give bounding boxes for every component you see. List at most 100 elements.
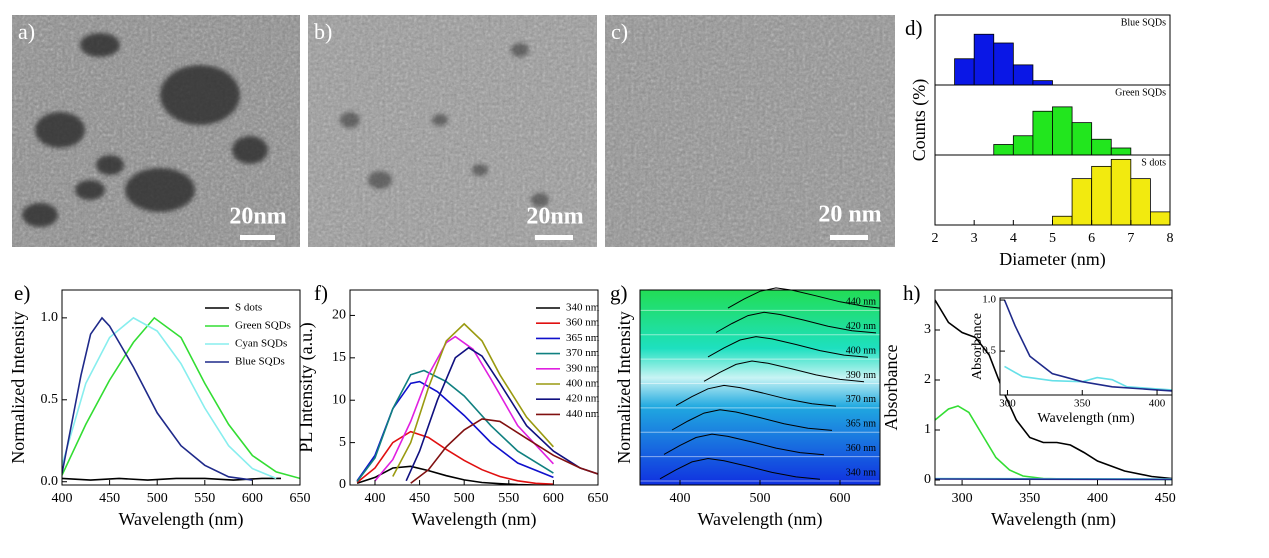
x-tick-label: 350 — [1074, 398, 1091, 410]
series-line — [935, 478, 1172, 481]
x-axis-label: Wavelength (nm) — [991, 509, 1116, 530]
legend-label: 400 nm — [566, 378, 600, 390]
series-line — [663, 433, 825, 456]
x-tick-label: 400 — [1149, 398, 1166, 410]
legend-label: S dots — [235, 302, 262, 314]
series-line — [62, 477, 281, 481]
series-line — [671, 409, 833, 431]
series-line — [1004, 365, 1172, 391]
series-label: Blue SQDs — [1121, 17, 1166, 28]
series-line — [62, 316, 300, 480]
x-axis-label: Wavelength (nm) — [411, 509, 536, 530]
bar — [1012, 64, 1034, 86]
legend-label: 360 nm — [566, 317, 600, 329]
y-axis-label: Counts (%) — [909, 79, 930, 162]
x-tick-label: 450 — [99, 491, 120, 506]
bar — [1110, 158, 1132, 226]
y-tick-label: 20 — [332, 308, 346, 323]
legend-label: 440 nm — [566, 408, 600, 420]
y-tick-label: 1.0 — [41, 310, 59, 325]
series-line — [356, 430, 554, 485]
tem-image-c: c) 20 nm — [605, 15, 895, 247]
series-line — [392, 322, 554, 477]
x-tick-label: 400 — [364, 491, 385, 506]
x-tick-label: 550 — [498, 491, 519, 506]
x-tick-label: 400 — [52, 491, 73, 506]
x-tick-label: 500 — [147, 491, 168, 506]
series-line — [62, 316, 253, 481]
y-tick-label: 0 — [339, 477, 346, 492]
panel-label: h) — [903, 281, 921, 305]
bar — [1071, 178, 1093, 226]
plot-background — [640, 290, 880, 485]
y-tick-label: 0.0 — [41, 474, 59, 489]
legend-label: Green SQDs — [235, 320, 291, 332]
y-tick-label: 0.5 — [982, 345, 996, 357]
x-tick-label: 500 — [454, 491, 475, 506]
x-tick-label: 450 — [1155, 491, 1176, 506]
x-tick-label: 6 — [1088, 231, 1095, 246]
y-tick-label: 10 — [332, 392, 346, 407]
plot-frame — [61, 289, 301, 486]
y-tick-label: 0 — [924, 472, 931, 487]
x-axis-label: Wavelength (nm) — [118, 509, 243, 530]
panel-label: b) — [314, 19, 332, 44]
x-tick-label: 8 — [1167, 231, 1174, 246]
inset-background — [1000, 298, 1172, 395]
series-line — [715, 311, 877, 334]
x-tick-label: 600 — [242, 491, 263, 506]
y-axis-label: PL Intensity (a.u.) — [296, 322, 317, 452]
bar — [1110, 147, 1132, 156]
series-line — [703, 360, 865, 383]
x-tick-label: 400 — [1087, 491, 1108, 506]
x-tick-label: 550 — [194, 491, 215, 506]
legend-label: 370 nm — [566, 347, 600, 359]
x-tick-label: 350 — [1019, 491, 1040, 506]
series-label: 400 nm — [846, 345, 877, 356]
plot-frame — [349, 289, 599, 486]
y-axis-label: Absorbance — [970, 313, 985, 380]
series-line — [410, 418, 598, 484]
x-tick-label: 400 — [670, 491, 691, 506]
legend-label: 365 nm — [566, 332, 600, 344]
x-axis-label: Wavelength (nm) — [1037, 411, 1135, 426]
series-line — [659, 457, 821, 480]
x-tick-label: 3 — [971, 231, 978, 246]
series-line — [356, 369, 554, 483]
panel-label: d) — [905, 16, 923, 40]
series-label: 370 nm — [846, 394, 877, 405]
x-tick-label: 650 — [290, 491, 311, 506]
x-tick-label: 600 — [830, 491, 851, 506]
series-label: Green SQDs — [1115, 87, 1166, 98]
y-axis-label: Normalized Intensity — [8, 311, 28, 463]
x-tick-label: 450 — [409, 491, 430, 506]
y-tick-label: 2 — [924, 372, 931, 387]
panel-label: e) — [14, 281, 30, 305]
bar — [1032, 80, 1053, 86]
y-tick-label: 1 — [924, 422, 931, 437]
legend-label: 390 nm — [566, 362, 600, 374]
y-axis-label: Absorbance — [881, 345, 901, 431]
scale-label: 20nm — [526, 204, 583, 230]
series-label: 420 nm — [846, 321, 877, 332]
series-line — [374, 335, 554, 482]
y-tick-label: 5 — [339, 435, 346, 450]
bar — [993, 42, 1014, 86]
x-tick-label: 7 — [1127, 231, 1134, 246]
series-label: 360 nm — [846, 443, 877, 454]
series-label: 340 nm — [846, 467, 877, 478]
x-axis-label: Diameter (nm) — [999, 249, 1105, 270]
y-axis-label: Normalized Intensity — [614, 311, 634, 463]
series-label: 440 nm — [846, 297, 877, 308]
y-tick-label: 1.0 — [982, 294, 996, 306]
x-tick-label: 5 — [1049, 231, 1056, 246]
bar — [1052, 215, 1073, 226]
legend-label: Cyan SQDs — [235, 338, 287, 350]
x-tick-label: 2 — [932, 231, 939, 246]
tem-image-a: a) 20nm — [12, 15, 300, 247]
x-tick-label: 650 — [588, 491, 609, 506]
bar — [993, 144, 1014, 156]
series-line — [405, 346, 598, 482]
series-line — [1003, 299, 1172, 392]
